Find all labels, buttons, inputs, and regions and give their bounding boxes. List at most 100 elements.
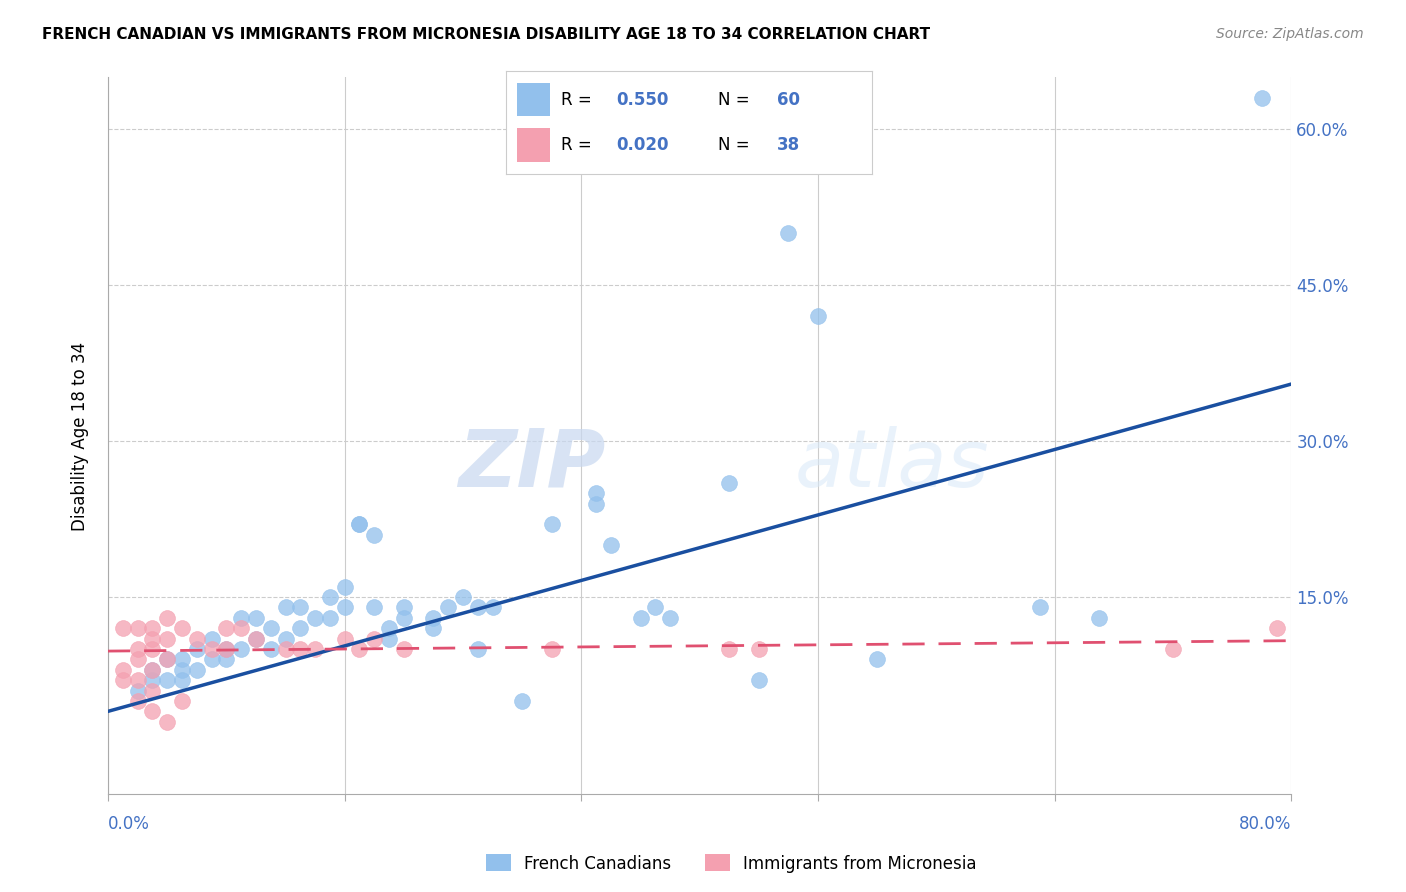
- Point: [245, 632, 267, 646]
- Point: [319, 590, 342, 604]
- Point: [186, 632, 208, 646]
- Point: [245, 611, 267, 625]
- Point: [141, 663, 163, 677]
- Point: [200, 642, 222, 657]
- Point: [333, 580, 356, 594]
- Text: 38: 38: [776, 136, 800, 153]
- Point: [467, 642, 489, 657]
- Text: R =: R =: [561, 91, 598, 109]
- Point: [422, 611, 444, 625]
- FancyBboxPatch shape: [517, 128, 550, 161]
- Point: [215, 642, 238, 657]
- Point: [392, 600, 415, 615]
- Point: [437, 600, 460, 615]
- Point: [718, 642, 741, 657]
- Point: [111, 621, 134, 635]
- Point: [200, 632, 222, 646]
- Text: 0.550: 0.550: [616, 91, 668, 109]
- Point: [127, 673, 149, 688]
- Point: [378, 621, 401, 635]
- Point: [363, 527, 385, 541]
- Point: [156, 632, 179, 646]
- Point: [333, 632, 356, 646]
- Point: [363, 632, 385, 646]
- Point: [807, 310, 830, 324]
- Point: [186, 663, 208, 677]
- Point: [170, 663, 193, 677]
- Point: [170, 621, 193, 635]
- Point: [127, 652, 149, 666]
- Point: [186, 642, 208, 657]
- Point: [156, 611, 179, 625]
- Point: [260, 642, 283, 657]
- Point: [392, 642, 415, 657]
- Point: [231, 621, 253, 635]
- Point: [141, 683, 163, 698]
- Point: [156, 714, 179, 729]
- Text: R =: R =: [561, 136, 598, 153]
- Point: [156, 673, 179, 688]
- Point: [510, 694, 533, 708]
- Point: [540, 517, 562, 532]
- Text: Source: ZipAtlas.com: Source: ZipAtlas.com: [1216, 27, 1364, 41]
- Point: [600, 538, 623, 552]
- Point: [1265, 621, 1288, 635]
- Point: [349, 642, 371, 657]
- Point: [127, 621, 149, 635]
- Text: ZIP: ZIP: [458, 425, 605, 504]
- Text: atlas: atlas: [794, 425, 990, 504]
- Point: [659, 611, 682, 625]
- Point: [319, 611, 342, 625]
- Point: [644, 600, 666, 615]
- Text: 0.0%: 0.0%: [108, 815, 150, 833]
- Point: [274, 632, 297, 646]
- Point: [349, 517, 371, 532]
- Point: [127, 694, 149, 708]
- Point: [481, 600, 503, 615]
- Text: FRENCH CANADIAN VS IMMIGRANTS FROM MICRONESIA DISABILITY AGE 18 TO 34 CORRELATIO: FRENCH CANADIAN VS IMMIGRANTS FROM MICRO…: [42, 27, 931, 42]
- Point: [127, 642, 149, 657]
- Point: [290, 642, 312, 657]
- Point: [215, 642, 238, 657]
- Point: [304, 642, 326, 657]
- Point: [866, 652, 889, 666]
- Point: [422, 621, 444, 635]
- Y-axis label: Disability Age 18 to 34: Disability Age 18 to 34: [72, 342, 89, 531]
- Point: [274, 642, 297, 657]
- Legend: French Canadians, Immigrants from Micronesia: French Canadians, Immigrants from Micron…: [479, 847, 983, 880]
- Text: N =: N =: [718, 136, 755, 153]
- Point: [540, 642, 562, 657]
- Point: [748, 673, 770, 688]
- Point: [111, 673, 134, 688]
- Point: [141, 663, 163, 677]
- Point: [111, 663, 134, 677]
- Point: [392, 611, 415, 625]
- Point: [363, 600, 385, 615]
- Point: [1029, 600, 1052, 615]
- Point: [156, 652, 179, 666]
- Point: [141, 704, 163, 718]
- Point: [200, 652, 222, 666]
- Text: 0.020: 0.020: [616, 136, 668, 153]
- Point: [215, 652, 238, 666]
- Point: [378, 632, 401, 646]
- Point: [170, 652, 193, 666]
- Point: [630, 611, 652, 625]
- FancyBboxPatch shape: [517, 83, 550, 117]
- Point: [585, 486, 607, 500]
- Point: [141, 632, 163, 646]
- Point: [451, 590, 474, 604]
- Point: [231, 642, 253, 657]
- Point: [274, 600, 297, 615]
- Point: [748, 642, 770, 657]
- Text: 60: 60: [776, 91, 800, 109]
- Point: [290, 621, 312, 635]
- Point: [245, 632, 267, 646]
- Point: [141, 642, 163, 657]
- Point: [1250, 91, 1272, 105]
- Point: [290, 600, 312, 615]
- Point: [127, 683, 149, 698]
- Point: [260, 621, 283, 635]
- Point: [231, 611, 253, 625]
- Point: [778, 227, 800, 241]
